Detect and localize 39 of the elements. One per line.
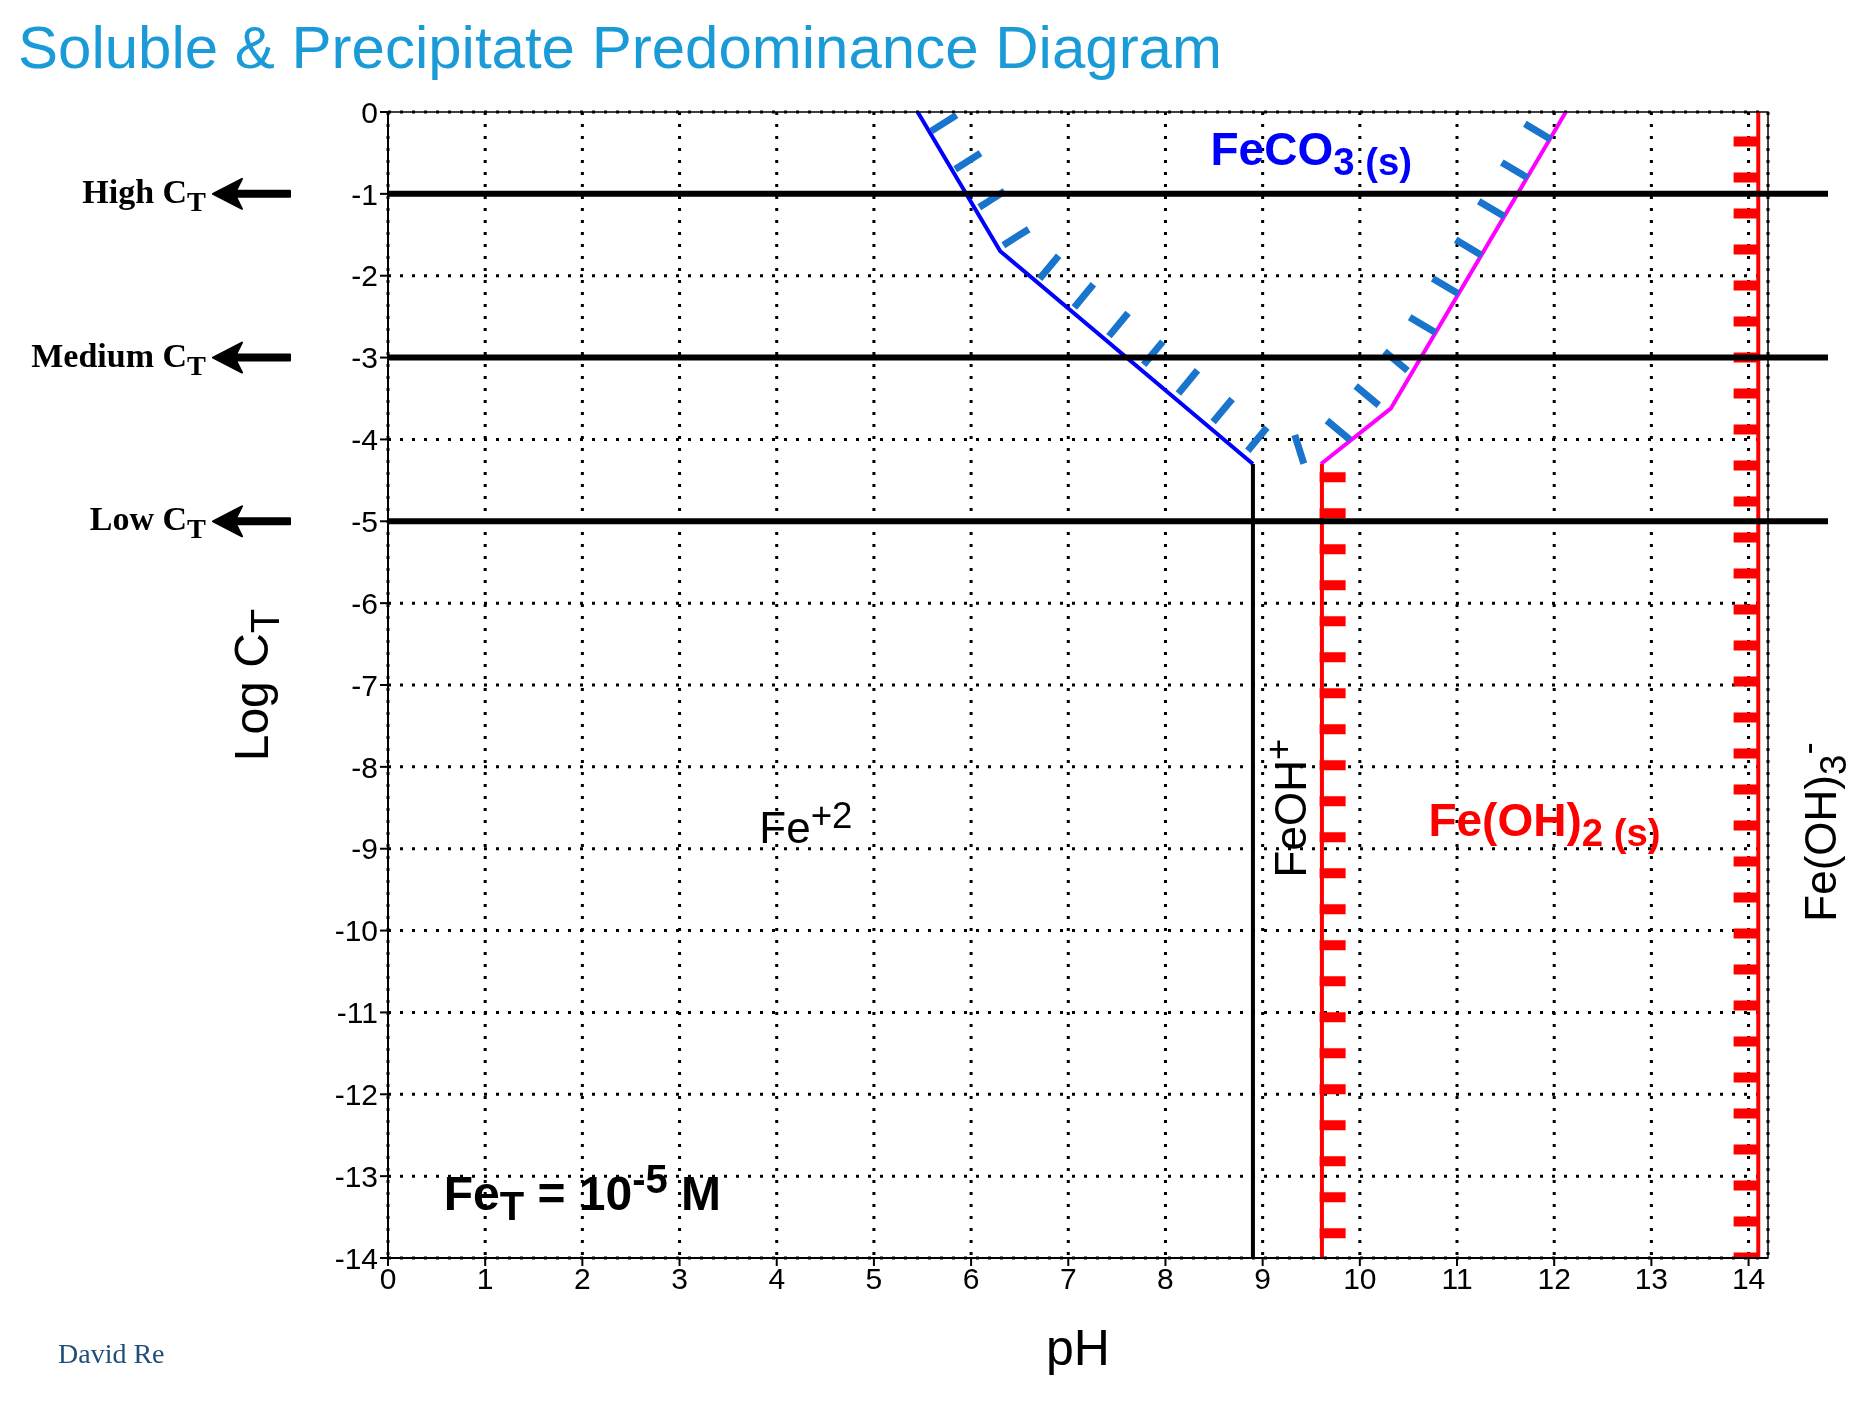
x-tick-label: 6	[962, 1262, 980, 1296]
y-tick-label: -10	[334, 914, 378, 948]
ref-line-label: Medium C$_{T}$	[31, 335, 206, 383]
x-tick-label: 14	[1731, 1262, 1766, 1296]
x-tick-label: 2	[574, 1262, 591, 1296]
y-tick-label: -9	[351, 832, 378, 866]
x-tick-label: 10	[1343, 1262, 1377, 1296]
ref-line-label: High C$_{T}$	[82, 171, 206, 219]
x-tick-label: 4	[768, 1262, 786, 1296]
y-tick-label: -11	[336, 996, 378, 1030]
y-tick-label: -1	[351, 177, 378, 211]
x-tick-label: 12	[1537, 1262, 1571, 1296]
y-tick-label: -12	[334, 1077, 378, 1111]
annotation: Fe(OH)$_{2 (s)}$	[1428, 793, 1661, 856]
x-tick-label: 13	[1634, 1262, 1669, 1296]
annotation: Fe$_{T}$ = 10$^{-5}$ M	[443, 1156, 722, 1229]
x-tick-label: 7	[1059, 1262, 1077, 1296]
x-tick-label: 8	[1157, 1262, 1174, 1296]
y-tick-label: 0	[361, 95, 378, 129]
y-tick-label: -6	[351, 586, 378, 620]
y-tick-label: -13	[334, 1159, 378, 1193]
chart-title: Soluble & Precipitate Predominance Diagram	[17, 13, 1223, 83]
annotation: Fe$^{+2}$	[759, 794, 853, 854]
y-tick-label: -8	[351, 750, 378, 784]
y-tick-label: -3	[351, 341, 378, 375]
x-tick-label: 11	[1441, 1262, 1473, 1296]
annotation: FeCO$_{3 (s)}$	[1210, 121, 1412, 185]
y-tick-label: -7	[351, 668, 378, 702]
y-tick-label: -5	[351, 504, 378, 538]
x-tick-label: 1	[476, 1262, 494, 1296]
x-tick-label: 9	[1254, 1262, 1271, 1296]
x-tick-label: 3	[671, 1262, 688, 1296]
x-tick-label: 5	[865, 1262, 883, 1296]
x-axis-title: pH	[1046, 1319, 1110, 1377]
y-tick-label: -14	[334, 1241, 378, 1275]
text: David Re	[58, 1338, 165, 1370]
y-tick-label: -2	[351, 259, 378, 293]
ref-line-label: Low C$_{T}$	[89, 499, 206, 547]
y-tick-label: -4	[351, 423, 378, 457]
